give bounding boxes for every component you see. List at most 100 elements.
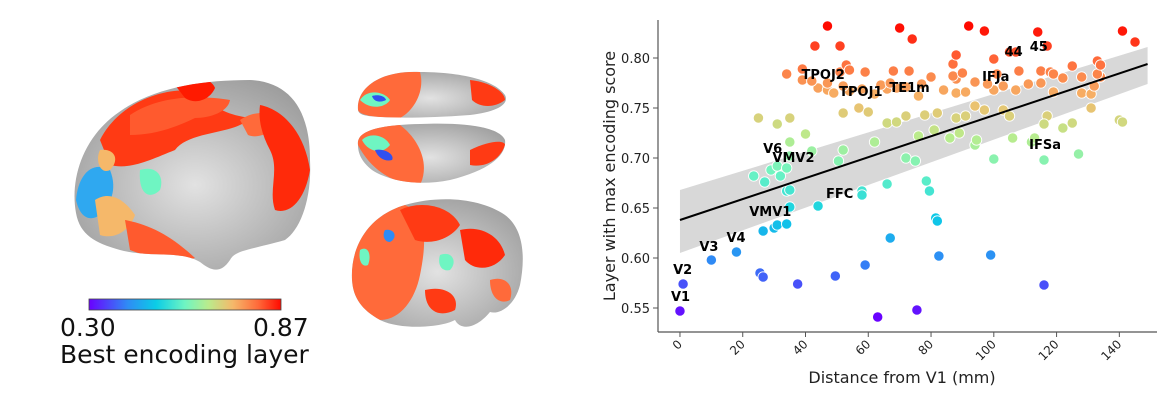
data-point	[981, 78, 994, 90]
x-axis-label: Distance from V1 (mm)	[808, 368, 995, 387]
region-annotation: V6	[763, 142, 782, 157]
data-point	[1085, 102, 1097, 114]
data-point	[784, 136, 796, 148]
region-annotation: V1	[671, 290, 690, 305]
data-point	[991, 68, 1003, 80]
data-point	[834, 40, 846, 52]
data-point	[859, 66, 871, 78]
data-point	[868, 136, 881, 148]
data-point	[1041, 40, 1053, 52]
region-annotation: FFC	[826, 187, 853, 202]
data-point	[821, 20, 834, 32]
x-tick-label: 80	[915, 337, 936, 358]
data-point	[1032, 26, 1044, 38]
data-point	[1038, 154, 1050, 166]
data-point	[1035, 77, 1047, 89]
x-tick-label: 100	[973, 337, 999, 363]
x-tick-label: 20	[727, 337, 748, 358]
data-point	[884, 232, 896, 244]
data-point	[884, 77, 896, 89]
data-point	[925, 71, 937, 83]
region-annotation: IFJa	[982, 70, 1009, 85]
data-point	[956, 67, 969, 79]
data-point	[1038, 279, 1050, 291]
x-tick-label: 60	[853, 337, 874, 358]
confidence-band	[679, 47, 1148, 253]
data-point	[923, 185, 936, 197]
data-point	[829, 270, 841, 282]
data-point	[1038, 118, 1050, 130]
data-point	[806, 145, 818, 157]
region-annotation: TPOJ2	[802, 68, 845, 83]
region-annotation: VMV1	[749, 205, 791, 220]
ventral-brain-view-bottom	[357, 123, 506, 183]
y-tick-label: 0.80	[621, 52, 650, 67]
data-point	[959, 86, 972, 98]
data-point	[894, 22, 906, 34]
medial-brain-view	[74, 80, 311, 270]
data-point	[1066, 60, 1078, 72]
data-point	[1116, 25, 1129, 37]
data-point	[900, 81, 912, 93]
data-point	[944, 132, 956, 144]
data-point	[903, 65, 915, 77]
data-point	[828, 87, 840, 99]
data-point	[963, 20, 975, 32]
data-point	[705, 254, 718, 266]
data-point	[931, 215, 943, 227]
data-point	[906, 33, 918, 45]
data-point	[677, 278, 689, 290]
regression-line	[679, 63, 1148, 221]
data-point	[970, 134, 983, 146]
data-point	[792, 278, 804, 290]
data-point	[784, 184, 796, 196]
data-point	[887, 65, 900, 77]
colorbar-min-label: 0.30	[60, 313, 116, 342]
data-point	[799, 128, 812, 140]
data-point	[985, 249, 997, 261]
data-point	[937, 84, 950, 96]
data-point	[868, 88, 881, 100]
data-point	[900, 152, 912, 164]
data-point	[784, 201, 796, 213]
data-point	[1076, 71, 1088, 83]
x-tick-label: 140	[1098, 337, 1124, 363]
data-point	[784, 112, 796, 124]
colorbar-title: Best encoding layer	[60, 340, 309, 369]
data-point	[759, 176, 771, 188]
data-point	[821, 77, 834, 89]
data-point	[978, 25, 991, 37]
region-annotation: V4	[726, 231, 745, 246]
region-annotation: TPOJ1	[839, 85, 882, 100]
data-point	[752, 112, 765, 124]
data-point	[881, 178, 893, 190]
data-point	[959, 110, 972, 122]
data-point	[771, 118, 783, 130]
x-tick-label: 0	[670, 337, 685, 352]
data-point	[1076, 87, 1088, 99]
data-point	[900, 110, 912, 122]
data-point	[774, 170, 787, 182]
data-point	[988, 53, 1000, 65]
data-point	[832, 155, 845, 167]
data-point	[1006, 132, 1019, 144]
data-point	[881, 117, 893, 129]
data-point	[837, 80, 849, 92]
data-point	[890, 116, 903, 128]
data-point	[1116, 116, 1129, 128]
colorbar	[88, 298, 282, 311]
data-point	[950, 87, 962, 99]
data-point	[856, 83, 868, 95]
data-point	[912, 90, 925, 102]
data-point	[853, 102, 865, 114]
data-point	[1094, 59, 1107, 71]
data-point	[757, 271, 769, 283]
data-point	[1066, 117, 1078, 129]
data-point	[781, 218, 793, 230]
data-point	[1057, 122, 1069, 134]
data-point	[1072, 148, 1085, 160]
data-point	[1022, 78, 1034, 90]
y-tick-label: 0.65	[621, 202, 650, 217]
data-point	[1047, 68, 1060, 80]
